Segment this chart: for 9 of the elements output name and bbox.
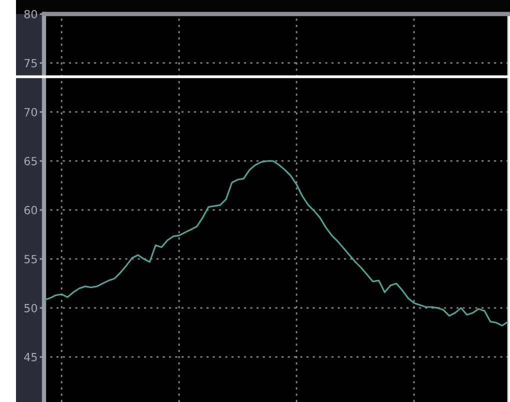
y-tick-label: 80	[24, 10, 38, 18]
y-tick-label: 60	[24, 206, 38, 214]
y-tick-label: 50	[24, 304, 38, 312]
y-tick-label: 70	[24, 108, 38, 116]
y-tick-label: 75	[24, 59, 37, 68]
y-tick-label: 55	[24, 255, 37, 264]
y-tick-label: 45	[24, 353, 37, 362]
y-tick-label: 65	[24, 156, 37, 166]
line-series	[44, 160, 508, 326]
